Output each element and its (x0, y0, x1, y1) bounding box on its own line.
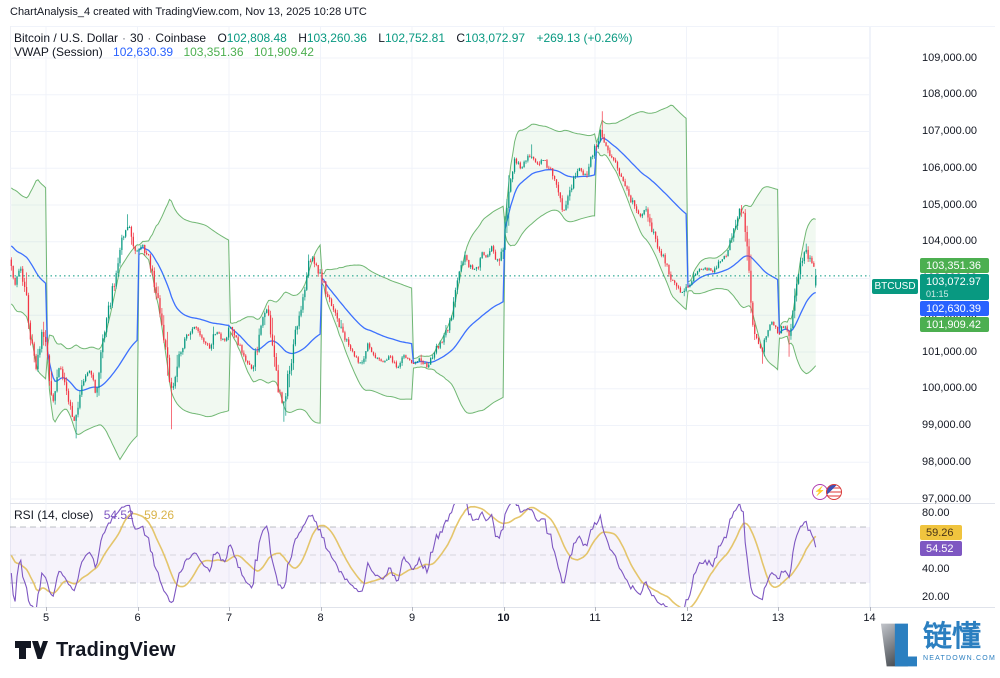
legend-separator: · (122, 31, 127, 45)
low-value: 102,752.81 (384, 31, 446, 45)
time-tick-mark (869, 607, 871, 611)
time-tick-label: 7 (225, 612, 233, 624)
high-label: H (298, 31, 307, 45)
close-label: C (456, 31, 466, 45)
neatdown-domain: NEATDOWN.COM (923, 655, 996, 662)
price-tick-label: 109,000.00 (922, 51, 978, 64)
rsi-name[interactable]: RSI (14, close) (14, 508, 94, 522)
price-tag-vwap-upper: 103,351.36 (920, 258, 989, 274)
legend-separator: · (147, 31, 152, 45)
price-tick-label: 107,000.00 (922, 125, 978, 137)
rsi-legend[interactable]: RSI (14, close) 54.52 59.26 (14, 508, 174, 522)
time-tick-mark (503, 607, 505, 611)
rsi-tag: 59.26 (920, 525, 962, 541)
time-tick-mark (229, 607, 230, 611)
neatdown-logo-icon (880, 623, 917, 667)
chart-top-border (10, 26, 995, 27)
time-tick-label: 9 (408, 612, 416, 624)
price-tick-label: 106,000.00 (922, 161, 978, 174)
flag-badge-icon[interactable] (826, 484, 842, 500)
time-tick-label: 11 (589, 612, 601, 624)
price-tag-vwap-lower: 101,909.42 (920, 317, 989, 333)
price-tick-label: 98,000.00 (922, 455, 971, 468)
change-value: +269.13 (+0.26%) (536, 31, 633, 45)
rsi-tick-label: 80.00 (922, 506, 950, 519)
rsi-tag: 54.52 (920, 541, 962, 557)
low-label: L (378, 31, 385, 45)
vwap-upper-value: 103,351.36 (183, 45, 244, 59)
time-tick-mark (320, 607, 322, 611)
high-value: 103,260.36 (306, 31, 367, 45)
time-tick-label: 6 (134, 612, 141, 624)
rsi-pane-canvas[interactable] (10, 504, 870, 607)
time-tick-label: 12 (680, 612, 693, 624)
tradingview-logo[interactable]: TradingView (14, 638, 176, 662)
price-tick-label: 108,000.00 (922, 88, 978, 101)
time-tick-label: 14 (863, 612, 876, 624)
time-tick-mark (46, 607, 47, 611)
price-tick-label: 99,000.00 (922, 419, 971, 431)
vwap-legend[interactable]: VWAP (Session) 102,630.39 103,351.36 101… (14, 45, 314, 59)
symbol-name[interactable]: Bitcoin / U.S. Dollar (14, 31, 119, 45)
close-value: 103,072.97 (465, 31, 526, 45)
price-tick-label: 97,000.00 (922, 492, 971, 505)
price-tag-last: 103,072.97 01:15 (920, 274, 989, 301)
vwap-mid-value: 102,630.39 (113, 45, 174, 59)
vwap-lower-value: 101,909.42 (253, 45, 314, 59)
time-tick-mark (778, 607, 779, 611)
time-tick-label: 13 (771, 612, 785, 624)
open-value: 102,808.48 (226, 31, 287, 45)
time-axis-separator (10, 607, 995, 608)
symbol-tag: BTCUSD (872, 279, 918, 295)
rsi-tick-label: 20.00 (922, 590, 950, 603)
time-tick-mark (686, 607, 688, 611)
tradingview-mark-icon (15, 641, 48, 659)
neatdown-cjk-wordmark: 链懂 (923, 621, 982, 653)
interval-label[interactable]: 30 (130, 31, 144, 45)
price-tag-vwap-mid: 102,630.39 (920, 301, 989, 317)
open-label: O (217, 31, 227, 45)
price-axis-border (870, 26, 871, 607)
time-tick-mark (595, 607, 596, 611)
rsi-value: 54.52 (103, 508, 134, 522)
vwap-name[interactable]: VWAP (Session) (14, 45, 103, 59)
time-tick-mark (137, 607, 139, 611)
page-title: ChartAnalysis_4 created with TradingView… (10, 6, 367, 18)
rsi-ma-value: 59.26 (144, 508, 175, 522)
price-tick-label: 105,000.00 (922, 198, 978, 211)
time-tick-label: 5 (42, 612, 50, 624)
neatdown-watermark: 链懂 NEATDOWN.COM (876, 620, 996, 676)
chart-left-border (10, 26, 11, 607)
price-tick-label: 104,000.00 (922, 235, 978, 248)
rsi-tick-label: 40.00 (922, 562, 950, 575)
tradingview-wordmark: TradingView (56, 638, 176, 661)
time-tick-label: 8 (317, 612, 324, 624)
price-tick-label: 101,000.00 (922, 345, 978, 358)
exchange-label: Coinbase (155, 31, 207, 45)
time-tick-mark (412, 607, 413, 611)
price-tick-label: 100,000.00 (922, 382, 978, 395)
symbol-legend[interactable]: Bitcoin / U.S. Dollar · 30 · Coinbase O102,8… (14, 31, 633, 45)
pane-separator[interactable] (10, 503, 995, 504)
time-tick-label: 10 (497, 612, 510, 624)
main-chart-canvas[interactable] (10, 26, 870, 504)
